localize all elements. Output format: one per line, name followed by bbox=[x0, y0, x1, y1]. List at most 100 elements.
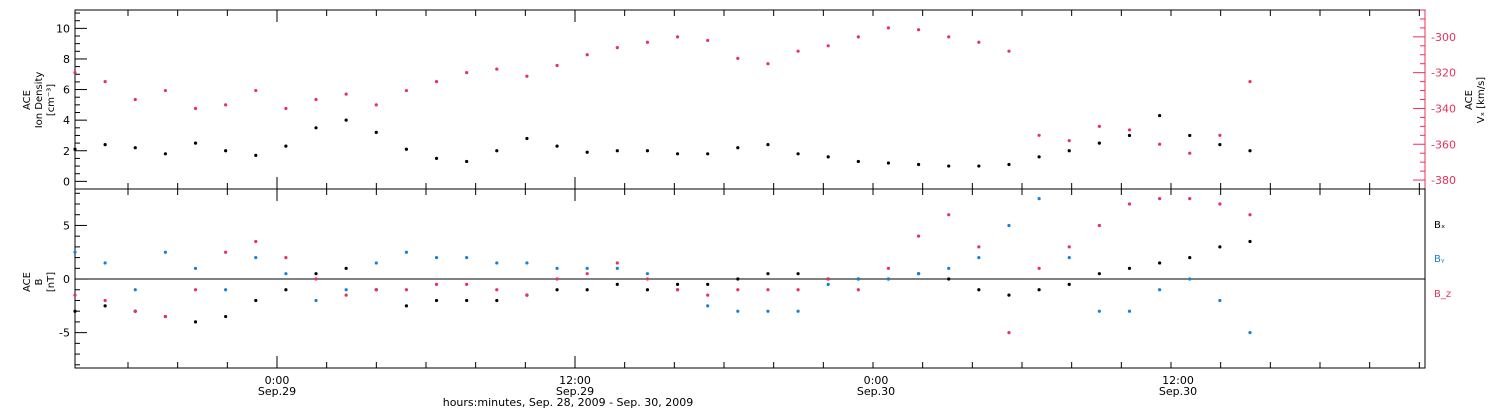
bz-point-35 bbox=[1127, 202, 1132, 206]
vx-point-34 bbox=[1097, 124, 1101, 128]
vx-point-30 bbox=[977, 40, 981, 44]
bx-point-20 bbox=[675, 282, 680, 286]
bx-point-23 bbox=[766, 272, 770, 276]
by-point-10 bbox=[374, 261, 378, 265]
top-ylabel-line-2: Ion Density bbox=[34, 72, 45, 129]
top-y2label-line-2: Vₓ [km/s] bbox=[1476, 77, 1487, 123]
vx-point-4 bbox=[193, 106, 198, 111]
ion-density-point-4 bbox=[193, 141, 198, 145]
bx-point-37 bbox=[1188, 255, 1192, 260]
ion-density-point-13 bbox=[465, 159, 469, 164]
bx-point-12 bbox=[434, 298, 439, 303]
bz-point-15 bbox=[525, 293, 529, 297]
ion-density-point-37 bbox=[1188, 133, 1192, 138]
top-panel: 0 2 4 6 8 10 -380 -360 -340 -320 -300 ACE Ion Den… bbox=[22, 9, 1487, 190]
ion-density-point-22 bbox=[736, 146, 740, 150]
ion-density-point-10 bbox=[374, 130, 378, 134]
ion-density-point-24 bbox=[796, 152, 800, 156]
bx-point-35 bbox=[1127, 266, 1132, 270]
by-point-18 bbox=[615, 266, 619, 270]
bx-point-36 bbox=[1158, 261, 1162, 265]
ion-density-point-25 bbox=[826, 155, 830, 159]
by-point-6 bbox=[254, 255, 258, 260]
x-tick-3-date: Sep.30 bbox=[857, 385, 895, 398]
by-point-15 bbox=[525, 261, 529, 265]
bz-point-16 bbox=[555, 277, 559, 281]
bz-point-13 bbox=[465, 282, 469, 286]
legend-bz: B_z bbox=[1434, 289, 1451, 300]
top-left-axis-label: ACE Ion Density [cm⁻³] bbox=[22, 72, 57, 129]
top-ytick-label-1: 2 bbox=[63, 145, 70, 158]
vx-point-38 bbox=[1218, 133, 1222, 137]
bx-point-13 bbox=[465, 298, 469, 303]
vx-point-27 bbox=[886, 26, 891, 30]
bx-point-24 bbox=[796, 272, 800, 276]
bx-point-14 bbox=[495, 298, 499, 303]
ion-density-point-38 bbox=[1218, 143, 1222, 147]
bz-point-26 bbox=[856, 288, 860, 292]
ion-density-point-30 bbox=[977, 164, 981, 168]
bottom-ylabel-line-3: [nT] bbox=[46, 272, 57, 292]
bx-point-33 bbox=[1067, 282, 1071, 286]
bottom-ylabel-line-2: B bbox=[34, 278, 45, 285]
x-tick-2-time: 12:00 bbox=[559, 374, 591, 387]
bz-point-8 bbox=[314, 277, 318, 281]
vx-point-16 bbox=[555, 63, 559, 68]
by-point-26 bbox=[856, 277, 860, 281]
by-point-27 bbox=[886, 277, 891, 281]
bz-point-22 bbox=[736, 288, 740, 292]
top-y2tick-label-4: -300 bbox=[1431, 31, 1456, 44]
bz-point-19 bbox=[645, 277, 650, 281]
vx-point-20 bbox=[675, 35, 680, 39]
bx-point-16 bbox=[555, 288, 559, 292]
bz-point-18 bbox=[615, 261, 619, 265]
by-point-35 bbox=[1127, 309, 1132, 313]
bz-point-9 bbox=[344, 293, 348, 297]
bz-point-4 bbox=[193, 288, 198, 292]
top-ylabel-line-3: [cm⁻³] bbox=[46, 84, 57, 116]
x-axis-labels: 0:00 Sep.29 12:00 Sep.29 0:00 Sep.30 12:… bbox=[258, 374, 1197, 409]
legend-bx: Bₓ bbox=[1434, 220, 1445, 231]
bz-point-0 bbox=[73, 293, 77, 297]
vx-point-35 bbox=[1127, 128, 1132, 132]
by-point-28 bbox=[916, 272, 921, 276]
vx-point-1 bbox=[103, 80, 107, 84]
by-point-37 bbox=[1188, 277, 1192, 281]
bx-point-34 bbox=[1097, 272, 1101, 276]
top-ytick-label-5: 10 bbox=[56, 22, 70, 35]
vx-point-6 bbox=[254, 88, 258, 93]
x-axis-ticks bbox=[127, 10, 1420, 368]
ion-density-point-9 bbox=[344, 118, 348, 122]
ion-density-point-14 bbox=[495, 149, 499, 153]
by-point-22 bbox=[736, 309, 740, 313]
by-point-12 bbox=[434, 255, 439, 260]
bx-point-5 bbox=[224, 314, 228, 319]
vx-point-22 bbox=[736, 56, 740, 60]
ion-density-point-12 bbox=[434, 156, 439, 161]
bz-point-37 bbox=[1188, 197, 1192, 201]
top-ytick-label-2: 4 bbox=[63, 114, 70, 127]
bz-point-38 bbox=[1218, 202, 1222, 206]
vx-point-18 bbox=[615, 45, 619, 50]
vx-point-17 bbox=[585, 53, 589, 57]
vx-point-2 bbox=[133, 97, 137, 102]
ion-density-point-7 bbox=[284, 144, 288, 148]
vx-point-37 bbox=[1188, 151, 1192, 155]
vx-point-13 bbox=[465, 71, 469, 75]
ion-density-point-15 bbox=[525, 136, 529, 141]
bx-point-31 bbox=[1007, 293, 1011, 297]
vx-point-23 bbox=[766, 62, 770, 66]
vx-point-25 bbox=[826, 44, 830, 48]
by-point-23 bbox=[766, 309, 770, 313]
ion-density-point-33 bbox=[1067, 149, 1071, 153]
bottom-ytick-label-1: 0 bbox=[63, 273, 70, 286]
top-y2tick-label-2: -340 bbox=[1431, 102, 1456, 115]
bz-point-28 bbox=[916, 234, 921, 238]
bx-point-8 bbox=[314, 272, 318, 276]
top-ytick-label-4: 8 bbox=[63, 53, 70, 66]
bx-point-19 bbox=[645, 288, 650, 292]
top-right-axis: -380 -360 -340 -320 -300 bbox=[1413, 9, 1456, 190]
vx-point-12 bbox=[434, 80, 439, 84]
bottom-ytick-label-2: 5 bbox=[63, 219, 70, 232]
